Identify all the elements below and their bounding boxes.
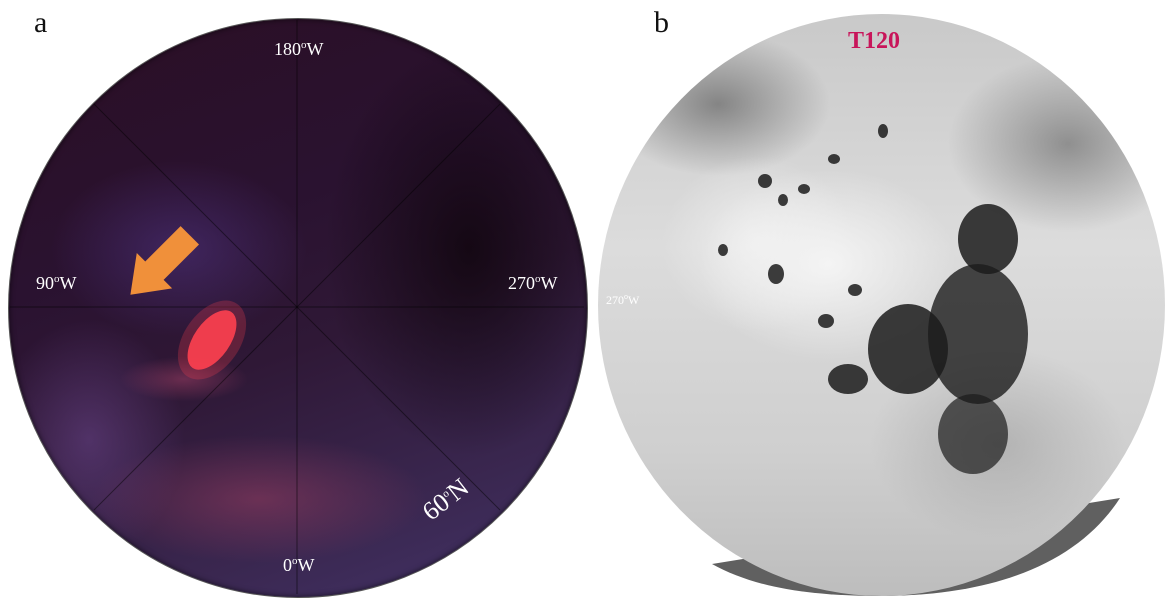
dark-lake — [938, 394, 1008, 474]
panel-b-radar-mosaic — [598, 14, 1165, 596]
panel-b-title: T120 — [848, 28, 901, 54]
dark-lake — [958, 204, 1018, 274]
dark-lake — [768, 264, 784, 284]
label-180w: 180oW — [274, 39, 324, 59]
dark-lake — [778, 194, 788, 206]
dark-lake — [878, 124, 888, 138]
panel-b-label-270w: 270oW — [606, 292, 640, 307]
dark-lake — [798, 184, 810, 194]
dark-lake — [818, 314, 834, 328]
dark-lake — [718, 244, 728, 256]
dark-lake — [828, 364, 868, 394]
label-90w: 90oW — [36, 273, 77, 293]
dark-lake — [828, 154, 840, 164]
label-270w: 270oW — [508, 273, 558, 293]
dark-lake — [928, 264, 1028, 404]
panel-a-polar-map — [8, 18, 588, 598]
panel-b-letter: b — [654, 6, 669, 39]
dark-lake — [848, 284, 862, 296]
dark-lake — [758, 174, 772, 188]
label-0w: 0oW — [283, 555, 315, 575]
panel-a-letter: a — [34, 6, 48, 39]
